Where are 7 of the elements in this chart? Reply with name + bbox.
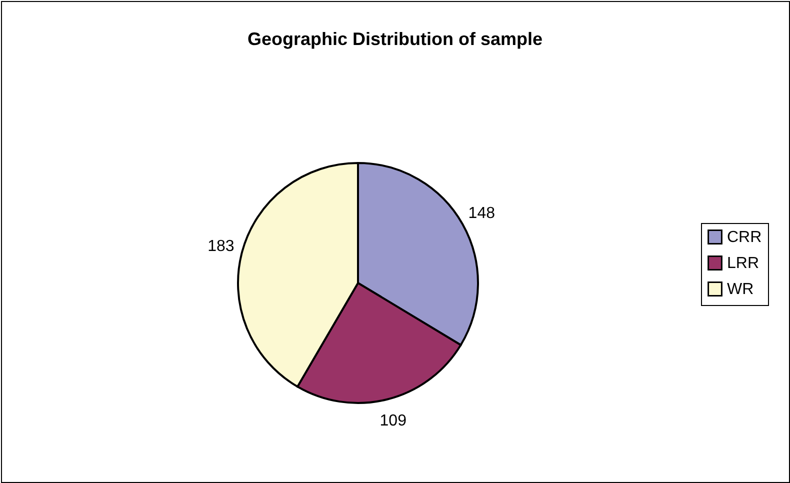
data-label: 183 [208, 238, 234, 255]
legend-label: LRR [727, 255, 760, 272]
legend-label: WR [727, 281, 754, 298]
legend-label: CRR [727, 229, 762, 246]
data-label: 148 [468, 205, 496, 222]
data-label: 109 [380, 412, 407, 430]
chart-title: Geographic Distribution of sample [247, 29, 543, 49]
